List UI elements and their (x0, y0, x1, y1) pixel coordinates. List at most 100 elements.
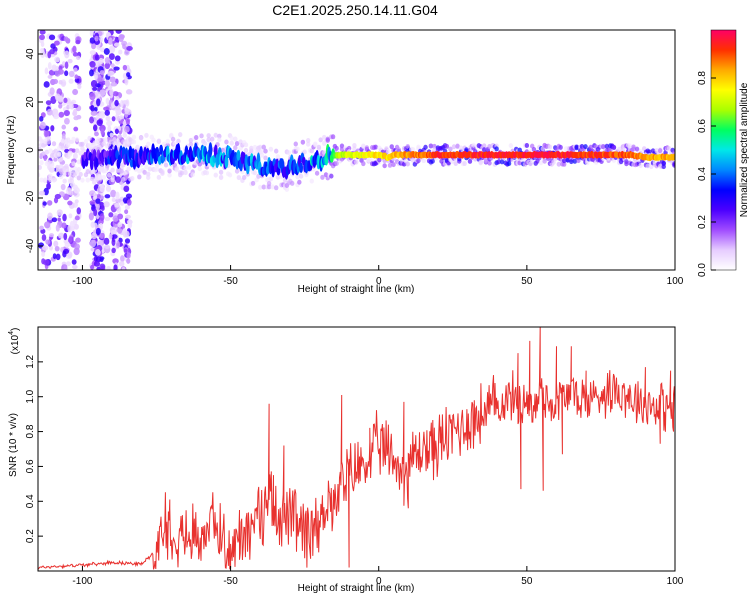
spectrogram-cell (576, 158, 581, 164)
spectrogram-cell (95, 249, 101, 256)
spectrogram-cell (604, 143, 610, 149)
spectrogram-cell (68, 103, 74, 109)
spectrogram-cell (114, 128, 119, 135)
spectrogram-cell (318, 137, 323, 143)
spectrogram-cell (64, 117, 70, 125)
spectrogram-cell (53, 114, 60, 120)
spectrogram-cell (94, 131, 99, 137)
spectrogram-cell (170, 136, 176, 142)
spectrogram-cell (483, 158, 489, 164)
spectrogram-cell (354, 159, 359, 165)
spectrogram-cell (48, 177, 53, 183)
spectrogram-cell (428, 143, 434, 149)
spectrogram-cell (115, 30, 122, 34)
spectrogram-cell (90, 264, 95, 270)
spectrogram-x-tick-label: -100 (72, 276, 92, 287)
spectrogram-cell (325, 137, 330, 143)
colorbar-gradient (710, 29, 737, 271)
spectrogram-cell (119, 201, 125, 206)
spectrogram-cell (144, 132, 149, 138)
spectrogram-cell (112, 141, 117, 147)
spectrogram-cell (101, 175, 106, 181)
spectrogram-cell (316, 144, 322, 150)
snr-x-label: Height of straight line (km) (298, 583, 415, 594)
spectrogram-cell (53, 157, 58, 162)
spectrogram-cell (39, 225, 44, 231)
spectrogram-cell (99, 70, 105, 75)
spectrogram-cell (524, 143, 530, 149)
spectrogram-cell (99, 263, 106, 270)
spectrogram-ridge-cell (159, 144, 164, 155)
spectrogram-cell (108, 233, 113, 240)
spectrogram-cell (448, 146, 453, 152)
spectrogram-cell (112, 215, 119, 222)
spectrogram-cell (109, 132, 114, 138)
spectrogram-cell (314, 170, 320, 176)
snr-y-multiplier: (x104) (8, 328, 21, 355)
spectrogram-cell (58, 163, 64, 169)
spectrogram-cell (68, 213, 73, 219)
spectrogram-cell (309, 148, 314, 154)
spectrogram-cell (124, 204, 130, 210)
spectrogram-cell (387, 162, 393, 168)
spectrogram-cell (122, 120, 127, 127)
spectrogram-cell (57, 145, 62, 151)
spectrogram-cell (116, 228, 123, 233)
spectrogram-cell (50, 43, 56, 49)
spectrogram-cell (55, 164, 60, 170)
spectrogram-cell (74, 74, 79, 80)
spectrogram-cell (274, 185, 279, 191)
spectrogram-cell (125, 214, 131, 219)
spectrogram-cell (151, 137, 156, 143)
spectrogram-cell (45, 100, 52, 106)
spectrogram-cell (100, 205, 105, 211)
spectrogram-cell (61, 222, 67, 229)
spectrogram-cell (89, 92, 96, 101)
spectrogram-cell (96, 266, 101, 270)
spectrogram-cell (261, 144, 266, 150)
spectrogram-cell (89, 116, 94, 124)
spectrogram-cell (254, 177, 259, 183)
spectrogram-cell (60, 145, 66, 151)
spectrogram-cell (117, 221, 123, 228)
spectrogram-y-tick-label: -40 (25, 238, 36, 253)
spectrogram-cell (123, 248, 128, 253)
spectrogram-cell (234, 168, 240, 174)
spectrogram-cell (74, 148, 80, 154)
spectrogram-cell (49, 233, 55, 238)
spectrogram-cell (111, 247, 116, 254)
spectrogram-cell (638, 162, 643, 168)
spectrogram-cell (98, 57, 104, 65)
spectrogram-cell (499, 159, 505, 165)
spectrogram-cell (106, 172, 112, 178)
spectrogram-cell (194, 135, 199, 141)
spectrogram-cell (61, 124, 67, 130)
spectrogram-cell (121, 176, 126, 182)
spectrogram-cell (467, 158, 473, 164)
spectrogram-cell (197, 161, 202, 167)
spectrogram-cell (478, 160, 483, 166)
spectrogram-cell (89, 239, 97, 248)
spectrogram-cell (88, 212, 94, 221)
spectrogram-cell (46, 200, 53, 206)
spectrogram-cell (99, 232, 104, 239)
spectrogram-cell (104, 56, 111, 64)
spectrogram-cell (103, 237, 110, 245)
spectrogram-cell (588, 144, 594, 150)
spectrogram-cell (38, 152, 41, 158)
snr-x-ticks: -100 -50 0 50 100 (72, 566, 684, 587)
spectrogram-cell (320, 174, 325, 180)
spectrogram-cell (60, 138, 66, 144)
spectrogram-ridge-cell (672, 153, 675, 161)
spectrogram-cell (94, 35, 99, 42)
spectrogram-cell (96, 98, 101, 107)
spectrogram-cell (68, 190, 74, 196)
spectrogram-cell (58, 174, 64, 180)
spectrogram-cell (124, 77, 129, 86)
spectrogram-cell (42, 177, 48, 183)
spectrogram-cell (165, 138, 170, 144)
spectrogram-cell (160, 170, 165, 176)
spectrogram-cell (95, 227, 101, 236)
spectrogram-cell (297, 179, 302, 185)
spectrogram-cell (90, 221, 95, 228)
